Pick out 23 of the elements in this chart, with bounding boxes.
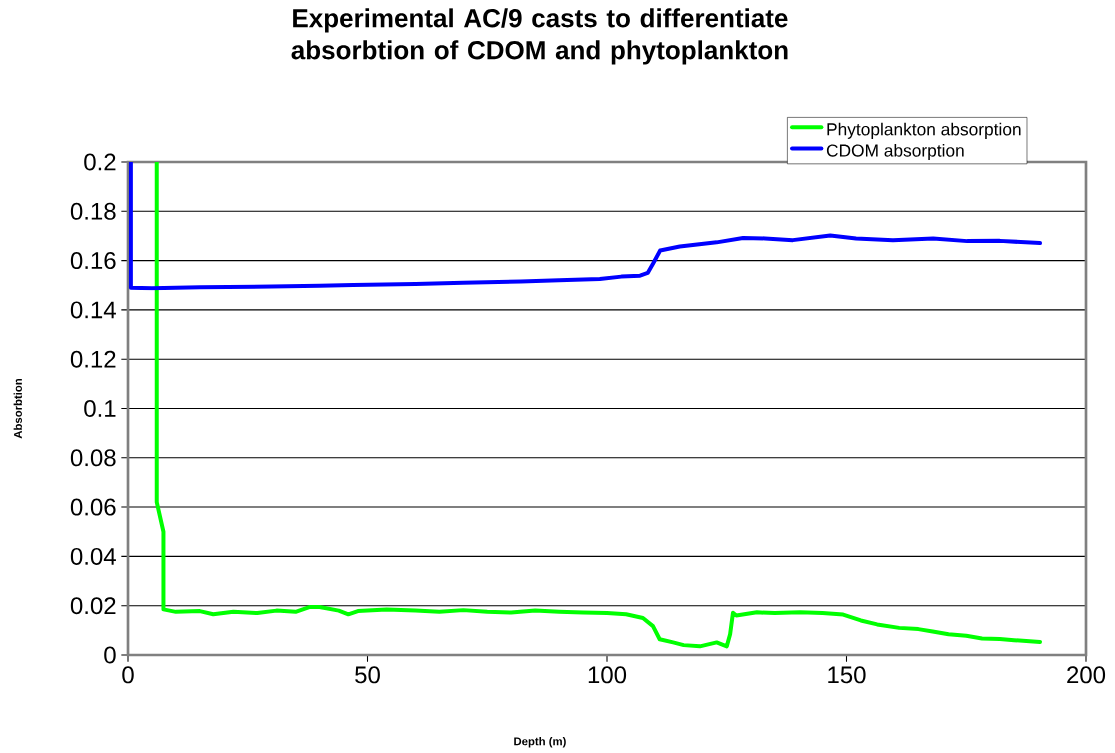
y-tick-label: 0 bbox=[104, 646, 116, 664]
y-tick-label: 0.1 bbox=[84, 399, 116, 417]
y-tick-label: 0.18 bbox=[70, 202, 116, 220]
legend-label: Phytoplankton absorption bbox=[827, 122, 1021, 139]
line-series bbox=[128, 161, 1043, 291]
y-tick-label: 0.12 bbox=[70, 350, 116, 368]
y-tick-label: 0.2 bbox=[84, 153, 116, 171]
x-axis-title: Depth (m) bbox=[514, 737, 566, 748]
legend-label: CDOM absorption bbox=[826, 143, 964, 161]
x-tick-label: 200 bbox=[1067, 666, 1106, 684]
y-tick-label: 0.14 bbox=[70, 301, 116, 319]
y-tick-label: 0.02 bbox=[70, 597, 116, 615]
x-tick-label: 50 bbox=[355, 666, 380, 684]
chart-title: Experimental AC/9 casts to differentiate absorbtion of CDOM and phytoplankton bbox=[291, 8, 788, 65]
x-tick-label: 100 bbox=[588, 666, 627, 684]
x-tick-label: 0 bbox=[122, 666, 134, 684]
y-tick-label: 0.06 bbox=[70, 498, 116, 516]
x-tick-label: 150 bbox=[828, 666, 866, 684]
y-tick-label: 0.16 bbox=[70, 252, 116, 270]
y-axis-title: Absorbtion bbox=[13, 378, 22, 439]
line-series bbox=[154, 161, 1043, 649]
y-tick-label: 0.04 bbox=[70, 547, 116, 565]
y-tick-label: 0.08 bbox=[70, 449, 116, 467]
